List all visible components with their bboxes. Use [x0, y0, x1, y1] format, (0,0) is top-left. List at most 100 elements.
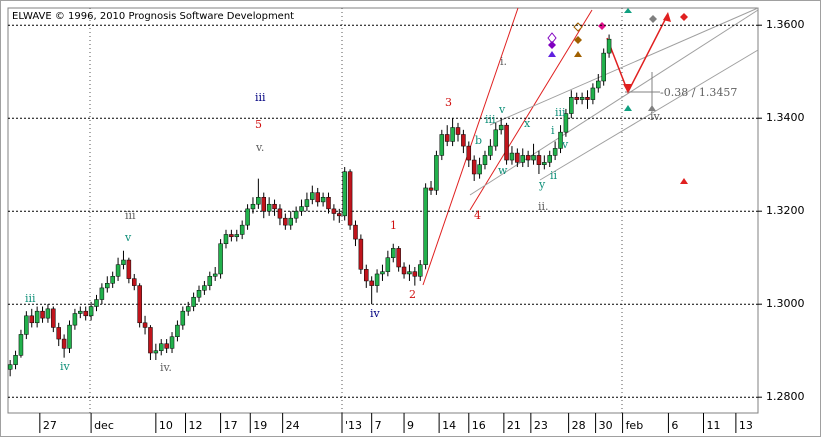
diamond: [574, 36, 582, 44]
wave-label: 5: [255, 118, 262, 131]
candle-body: [401, 266, 407, 275]
candle-body: [229, 234, 234, 238]
diamond: [680, 13, 688, 21]
wave-label: v: [498, 103, 506, 116]
x-tick-label: 6: [671, 419, 678, 432]
candle-body: [164, 343, 169, 349]
candle-body: [428, 187, 434, 191]
candle-body: [51, 308, 56, 328]
x-tick-label: 16: [472, 419, 486, 432]
diamond: [649, 15, 657, 23]
candle-body: [525, 155, 531, 161]
triangle: [548, 51, 556, 57]
markers: [547, 8, 688, 184]
candle-body: [488, 145, 493, 156]
candle-body: [563, 113, 569, 133]
channel-line: [469, 9, 759, 196]
candle-body: [569, 97, 574, 114]
wave-label: ii.: [538, 200, 549, 213]
x-tick-label: 17: [224, 419, 238, 432]
candle-body: [471, 159, 477, 175]
candle-body: [180, 310, 186, 326]
channel-line: [539, 49, 759, 181]
candle-body: [444, 134, 450, 142]
x-tick-label: feb: [626, 419, 644, 432]
candle-body: [169, 336, 175, 349]
candle-body: [185, 306, 191, 312]
candle-body: [29, 315, 34, 324]
candle-body: [218, 243, 223, 275]
candle-body: [7, 364, 13, 370]
candle-body: [78, 310, 83, 314]
x-tick-label: 14: [442, 419, 456, 432]
x-tick-label: '13: [345, 419, 362, 432]
candle-body: [337, 213, 342, 217]
candle-body: [256, 196, 261, 205]
wave-label: i.: [500, 55, 507, 68]
candle-body: [450, 127, 455, 142]
candle-body: [234, 234, 240, 238]
candle-body: [207, 276, 213, 286]
candle-body: [358, 238, 364, 270]
diamond: [548, 41, 556, 49]
candle-body: [245, 208, 250, 226]
x-tick-label: 11: [707, 419, 721, 432]
wave-label: 3: [445, 96, 452, 109]
y-tick-label: 1.3000: [766, 297, 805, 310]
x-tick-label: 28: [572, 419, 586, 432]
candle-body: [266, 203, 272, 212]
candle-body: [261, 196, 267, 212]
candle-body: [13, 355, 18, 365]
channel-line: [489, 7, 759, 126]
candle-body: [67, 324, 72, 349]
candle-body: [601, 52, 606, 82]
candle-body: [423, 187, 428, 265]
candle-body: [520, 155, 525, 163]
candle-body: [283, 217, 288, 226]
candle-body: [45, 308, 51, 319]
candle-body: [315, 192, 320, 203]
triangle: [574, 51, 582, 57]
wave-label: iii: [125, 209, 136, 222]
candle-body: [385, 257, 391, 272]
candle-body: [369, 280, 374, 286]
x-tick-label: 21: [507, 419, 521, 432]
candle-body: [482, 155, 488, 165]
wave-label: b: [475, 134, 482, 147]
x-tick-label: 27: [43, 419, 57, 432]
candle-body: [531, 155, 536, 161]
candle-body: [606, 38, 612, 54]
wave-label: i: [551, 124, 555, 137]
candle-body: [326, 196, 331, 210]
candle-body: [374, 273, 380, 286]
diamond: [598, 22, 606, 30]
candle-body: [153, 350, 159, 354]
candle-body: [466, 145, 472, 161]
candle-body: [212, 273, 218, 277]
triangle: [624, 8, 632, 13]
candle-body: [277, 208, 283, 219]
arrow-head: [663, 12, 671, 22]
candle-body: [439, 134, 445, 156]
candle-body: [391, 248, 396, 258]
candle-body: [310, 192, 315, 200]
candle-body: [509, 152, 515, 161]
candle-body: [331, 208, 337, 214]
triangle: [648, 105, 656, 111]
candle-body: [158, 343, 164, 351]
candle-body: [148, 327, 153, 354]
candle-body: [175, 324, 180, 337]
candle-body: [126, 259, 132, 279]
wave-label: 4: [474, 209, 481, 222]
chart-title: ELWAVE © 1996, 2010 Prognosis Software D…: [12, 11, 294, 22]
candle-body: [88, 306, 94, 317]
candle-body: [299, 206, 304, 212]
candle-body: [579, 97, 585, 100]
y-tick-label: 1.3400: [766, 111, 805, 124]
candle-body: [34, 310, 40, 324]
wave-label: -0.38 / 1.3457: [660, 86, 737, 99]
candle-body: [196, 289, 202, 298]
candle-body: [574, 97, 579, 100]
candle-body: [72, 313, 78, 326]
plot-area: [7, 7, 759, 414]
